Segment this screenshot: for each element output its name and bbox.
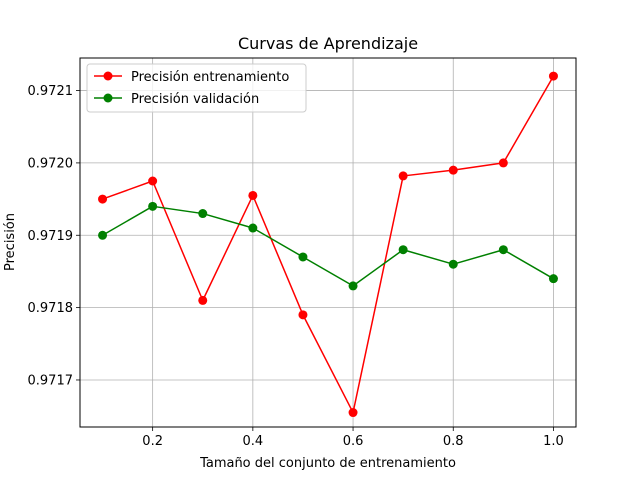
series-line (102, 205, 554, 287)
data-point (98, 194, 108, 204)
legend: Precisión entrenamiento Precisión valida… (86, 63, 307, 113)
x-tick-label: 1.0 (543, 434, 564, 449)
chart-title: Curvas de Aprendizaje (238, 34, 418, 53)
y-tick-label: 0.9720 (28, 156, 74, 171)
series-layer (98, 71, 558, 418)
data-point (198, 295, 208, 305)
legend-label-validation: Precisión validación (131, 92, 259, 107)
series-validation (98, 201, 558, 291)
data-point (98, 230, 108, 240)
data-point (148, 176, 158, 186)
x-axis: 0.2 0.4 0.6 0.8 1.0 (142, 427, 564, 449)
legend-label-training: Precisión entrenamiento (131, 70, 289, 85)
y-tick-label: 0.9719 (28, 229, 74, 244)
grid-lines (80, 58, 576, 427)
x-axis-title: Tamaño del conjunto de entrenamiento (199, 456, 456, 471)
data-point (548, 274, 558, 284)
data-point (398, 245, 408, 255)
data-point (548, 71, 558, 81)
series-training (98, 71, 558, 418)
y-tick-label: 0.9717 (28, 373, 74, 388)
data-point (348, 408, 358, 418)
y-tick-label: 0.9721 (28, 84, 74, 99)
legend-marker-training (103, 71, 113, 81)
legend-frame (86, 63, 307, 113)
data-point (498, 245, 508, 255)
data-point (248, 190, 258, 200)
x-tick-label: 0.2 (142, 434, 163, 449)
x-tick-label: 0.4 (243, 434, 264, 449)
plot-frame (79, 57, 577, 428)
y-axis: 0.9717 0.9718 0.9719 0.9720 0.9721 (28, 84, 80, 388)
data-point (398, 171, 408, 181)
x-tick-label: 0.8 (443, 434, 464, 449)
data-point (198, 209, 208, 219)
series-line (102, 75, 555, 414)
x-tick-label: 0.6 (343, 434, 364, 449)
data-point (448, 259, 458, 269)
legend-item-training: Precisión entrenamiento (94, 70, 289, 85)
y-tick-label: 0.9718 (28, 301, 74, 316)
data-point (248, 223, 258, 233)
data-point (448, 165, 458, 175)
data-point (298, 310, 308, 320)
y-axis-title: Precisión (3, 213, 18, 271)
legend-marker-validation (103, 93, 113, 103)
data-point (298, 252, 308, 262)
data-point (148, 201, 158, 211)
data-point (498, 158, 508, 168)
data-point (348, 281, 358, 291)
legend-item-validation: Precisión validación (94, 92, 259, 107)
